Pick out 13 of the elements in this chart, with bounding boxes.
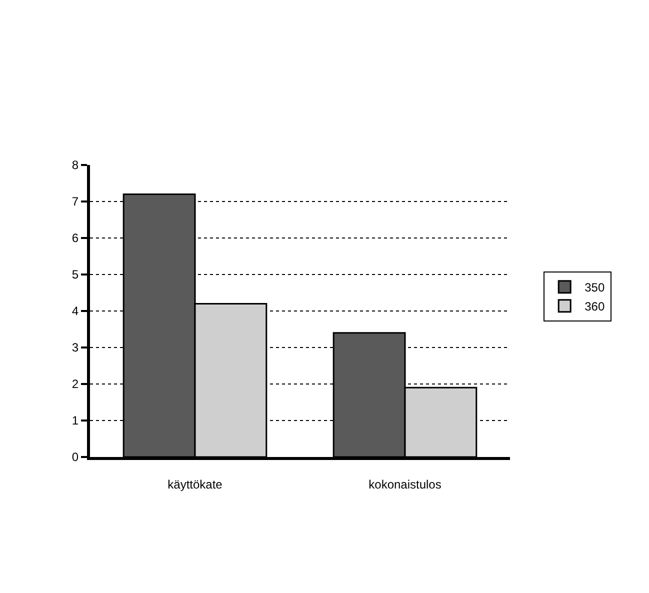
x-tick-label: käyttökate [168, 477, 223, 492]
y-tick-label: 4 [72, 304, 79, 318]
y-tick-label: 5 [72, 268, 79, 282]
y-tick-label: 7 [72, 194, 79, 209]
x-tick-label: kokonaistulos [368, 477, 442, 492]
y-tick-label: 3 [72, 340, 79, 355]
legend-label: 350 [584, 280, 605, 295]
legend-label: 360 [584, 300, 605, 314]
y-tick-label: 6 [72, 231, 79, 246]
y-tick-label: 0 [72, 450, 79, 464]
y-tick-label: 2 [72, 377, 79, 392]
y-tick-label: 1 [72, 414, 79, 428]
y-tick-label: 8 [72, 158, 79, 172]
